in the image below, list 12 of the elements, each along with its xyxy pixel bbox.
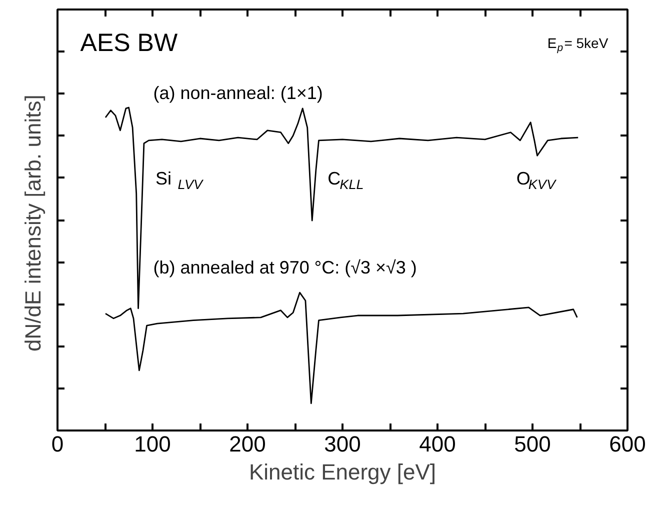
- y-axis-title: dN/dE intensity [arb. units]: [20, 94, 46, 352]
- x-tick-label: 100: [134, 432, 171, 456]
- text: (a) non-anneal: (1×1): [153, 82, 323, 103]
- x-tick-label: 600: [609, 432, 646, 456]
- x-axis-title: Kinetic Energy [eV]: [248, 460, 436, 484]
- x-tick-label: 300: [324, 432, 361, 456]
- text: AES BW: [80, 29, 178, 58]
- x-tick-label: 400: [419, 432, 456, 456]
- x-tick-label: 0: [51, 432, 64, 456]
- x-tick-label: 500: [514, 432, 551, 456]
- x-tick-label: 200: [229, 432, 266, 456]
- annotation: (b) annealed at 970 °C: (√3 ×√3 ): [153, 258, 417, 278]
